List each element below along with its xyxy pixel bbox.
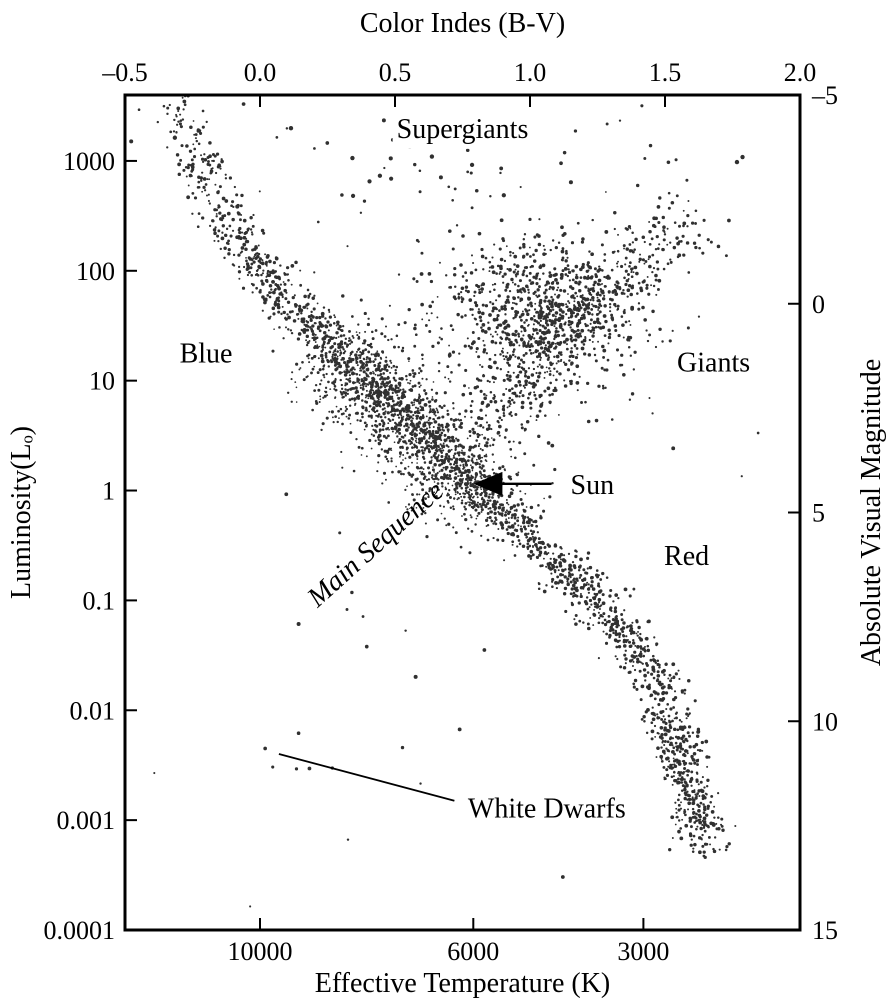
xtick-top: 1.5 — [649, 58, 682, 87]
ytick-left: 1000 — [63, 147, 115, 176]
svg-text:Giants: Giants — [677, 347, 750, 378]
white-dwarfs-line — [279, 754, 455, 801]
xtick-bottom: 3000 — [617, 937, 669, 966]
x-bottom-label: Effective Temperature (K) — [315, 968, 611, 999]
xtick-bottom: 10000 — [228, 937, 293, 966]
annotation-supergiants: Supergiants — [393, 110, 533, 149]
annotation-blue: Blue — [176, 335, 237, 374]
ytick-left: 0.01 — [70, 696, 116, 725]
svg-text:Main Sequence: Main Sequence — [301, 475, 450, 614]
y-right-label: Absolute Visual Magnitude — [856, 359, 887, 666]
xtick-top: 2.0 — [784, 58, 817, 87]
x-top-label: Color Indes (B-V) — [360, 8, 565, 39]
annotation-giants: Giants — [673, 343, 754, 382]
xtick-top: 1.0 — [514, 58, 547, 87]
annotation-sun: Sun — [567, 466, 619, 505]
hr-diagram: Supergiants Blue Giants Sun Red White Dwarfs M… — [0, 0, 893, 1000]
ytick-right: 15 — [812, 916, 838, 945]
ytick-left: 100 — [76, 257, 115, 286]
svg-text:Blue: Blue — [180, 339, 233, 370]
svg-text:Supergiants: Supergiants — [397, 114, 529, 145]
ytick-right: 10 — [812, 707, 838, 736]
ytick-left: 0.0001 — [44, 916, 116, 945]
ytick-left: 0.001 — [57, 806, 116, 835]
annotation-red: Red — [660, 537, 713, 576]
xtick-bottom: 6000 — [447, 937, 499, 966]
ytick-left: 10 — [89, 367, 115, 396]
annotation-main-sequence: Main Sequence — [301, 475, 450, 614]
svg-text:Red: Red — [664, 541, 709, 572]
xtick-top: 0.0 — [244, 58, 277, 87]
ytick-right: 0 — [812, 290, 825, 319]
xtick-top: –0.5 — [101, 58, 148, 87]
svg-text:Sun: Sun — [571, 470, 615, 501]
ytick-left: 1 — [102, 477, 115, 506]
ytick-left: 0.1 — [83, 586, 116, 615]
ytick-right: 5 — [812, 499, 825, 528]
y-left-label: Luminosity(Lₒ) — [6, 426, 37, 599]
annotation-white-dwarfs: White Dwarfs — [464, 790, 630, 829]
svg-text:White Dwarfs: White Dwarfs — [468, 794, 626, 825]
xtick-top: 0.5 — [379, 58, 412, 87]
